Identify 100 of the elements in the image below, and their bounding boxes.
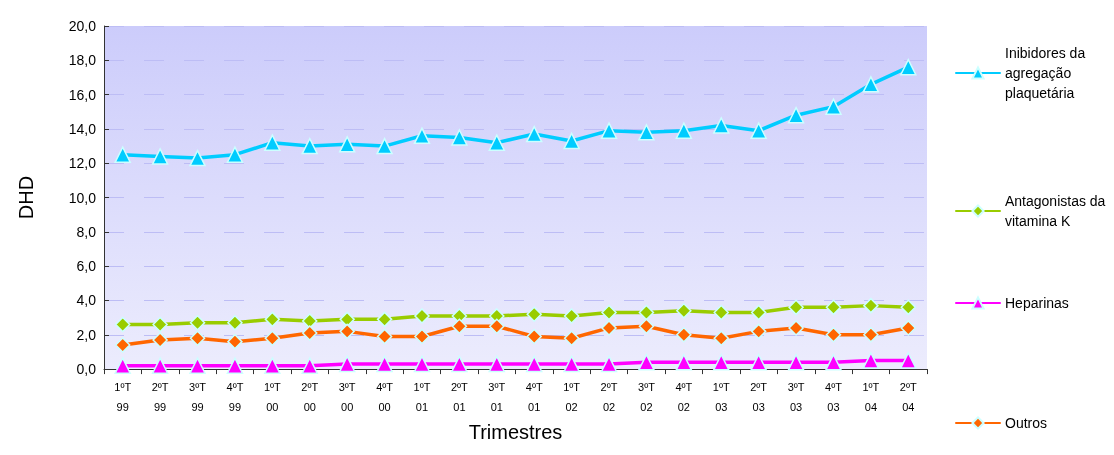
point — [601, 304, 617, 321]
y-tick-label: 8,0 — [76, 223, 97, 240]
point — [114, 337, 131, 353]
point — [302, 313, 318, 329]
point — [750, 353, 767, 371]
legend-label: Inibidores da agregação plaquetária — [1005, 45, 1090, 101]
point — [526, 306, 542, 322]
point — [863, 327, 879, 343]
point — [638, 124, 655, 141]
point — [825, 353, 842, 371]
point — [376, 355, 393, 373]
point — [264, 134, 281, 151]
x-tick-label: 4ºT 02 — [675, 381, 693, 414]
point — [338, 355, 356, 373]
point — [302, 325, 318, 341]
x-tick-label: 1ºT 04 — [862, 381, 880, 414]
point — [825, 299, 842, 316]
point — [376, 137, 393, 155]
x-tick-label: 1ºT 02 — [563, 381, 581, 414]
point — [414, 308, 430, 324]
point — [376, 328, 393, 345]
point — [489, 318, 505, 334]
point — [152, 332, 168, 348]
point — [713, 117, 730, 134]
point — [825, 98, 842, 115]
legend-label: Antagonistas da vitamina K — [1005, 193, 1110, 229]
point — [675, 122, 693, 139]
point — [600, 122, 618, 139]
point — [376, 311, 393, 328]
point — [189, 330, 206, 346]
point — [638, 318, 655, 334]
legend-label: Heparinas — [1005, 295, 1069, 311]
point — [114, 146, 131, 163]
point — [900, 320, 917, 336]
point — [563, 330, 580, 346]
x-tick-label: 3ºT 02 — [638, 381, 656, 414]
x-tick-label: 4ºT 03 — [825, 381, 843, 414]
y-tick-label: 10,0 — [68, 189, 97, 206]
point — [601, 320, 617, 336]
x-tick-label: 4ºT 99 — [226, 381, 244, 414]
point — [863, 297, 879, 314]
y-tick-label: 14,0 — [68, 120, 97, 137]
point — [563, 355, 580, 373]
point — [189, 149, 206, 167]
point — [151, 148, 169, 165]
y-tick-label: 4,0 — [76, 292, 97, 309]
point — [264, 357, 281, 374]
point — [264, 330, 281, 346]
point — [226, 357, 244, 374]
point — [227, 333, 243, 350]
point — [227, 315, 243, 331]
point — [451, 355, 468, 373]
point — [750, 122, 767, 139]
x-tick-label: 1ºT 03 — [712, 381, 730, 414]
point — [451, 318, 468, 334]
x-tick-label: 3ºT 03 — [787, 381, 805, 414]
point — [900, 352, 917, 369]
x-tick-label: 2ºT 99 — [151, 381, 169, 414]
point — [750, 323, 767, 340]
y-tick-label: 20,0 — [68, 18, 97, 34]
point — [787, 353, 805, 371]
x-tick-label: 3ºT 00 — [338, 381, 356, 414]
point — [151, 357, 169, 374]
x-tick-label: 2ºT 01 — [450, 381, 469, 414]
point — [787, 106, 805, 124]
point — [525, 355, 543, 373]
point — [638, 304, 655, 321]
legend-label: Outros — [1005, 415, 1048, 431]
x-axis-title: Trimestres — [468, 421, 563, 443]
point — [488, 134, 506, 151]
point — [414, 328, 430, 345]
x-tick-label: 1ºT 99 — [114, 381, 132, 414]
x-tick-label: 4ºT 01 — [525, 381, 543, 414]
x-tick-label: 2ºT 04 — [899, 381, 917, 414]
point — [675, 353, 693, 371]
x-tick-label: 2ºT 02 — [600, 381, 618, 414]
point — [600, 355, 618, 373]
point — [525, 125, 543, 143]
point — [563, 132, 580, 150]
x-tick-label: 1ºT 01 — [413, 381, 431, 414]
y-tick-label: 18,0 — [68, 52, 97, 69]
point — [788, 299, 804, 316]
y-axis-title: DHD — [15, 175, 37, 220]
point — [451, 129, 468, 146]
point — [563, 308, 580, 324]
point — [750, 304, 767, 321]
y-tick-label: 0,0 — [76, 361, 97, 378]
point — [713, 304, 729, 321]
point — [900, 58, 917, 76]
point — [413, 127, 431, 145]
y-tick-label: 12,0 — [68, 155, 97, 172]
x-tick-label: 2ºT 00 — [301, 381, 319, 414]
x-tick-label: 3ºT 01 — [488, 381, 506, 414]
point — [114, 316, 131, 333]
point — [301, 137, 318, 155]
y-tick-label: 16,0 — [68, 86, 97, 103]
point — [788, 320, 804, 336]
point — [526, 328, 542, 345]
point — [339, 323, 355, 340]
point — [900, 299, 917, 316]
